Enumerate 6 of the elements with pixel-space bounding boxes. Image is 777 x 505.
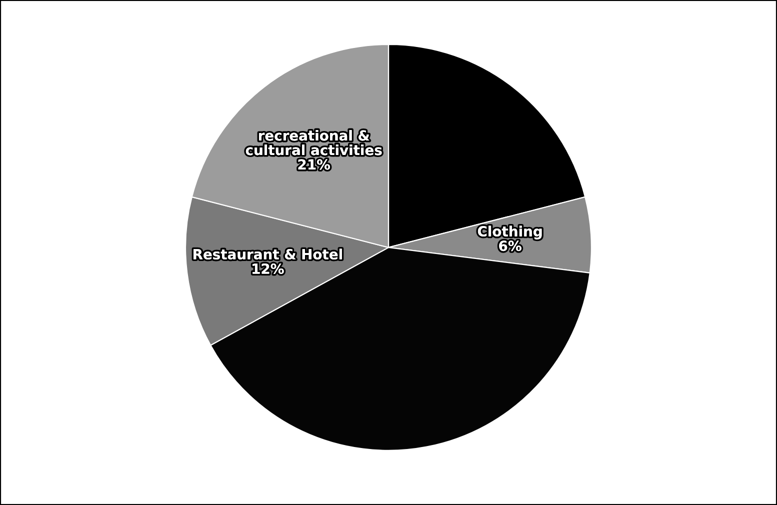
data-label: 12% (252, 263, 284, 274)
slice-label: Restaurant & Hotel (194, 248, 342, 260)
data-label: 6% (499, 240, 522, 252)
slice-label: recreational & cultural activities (246, 130, 382, 156)
slice-label: Clothing (478, 226, 542, 240)
data-label: 21% (298, 159, 330, 170)
